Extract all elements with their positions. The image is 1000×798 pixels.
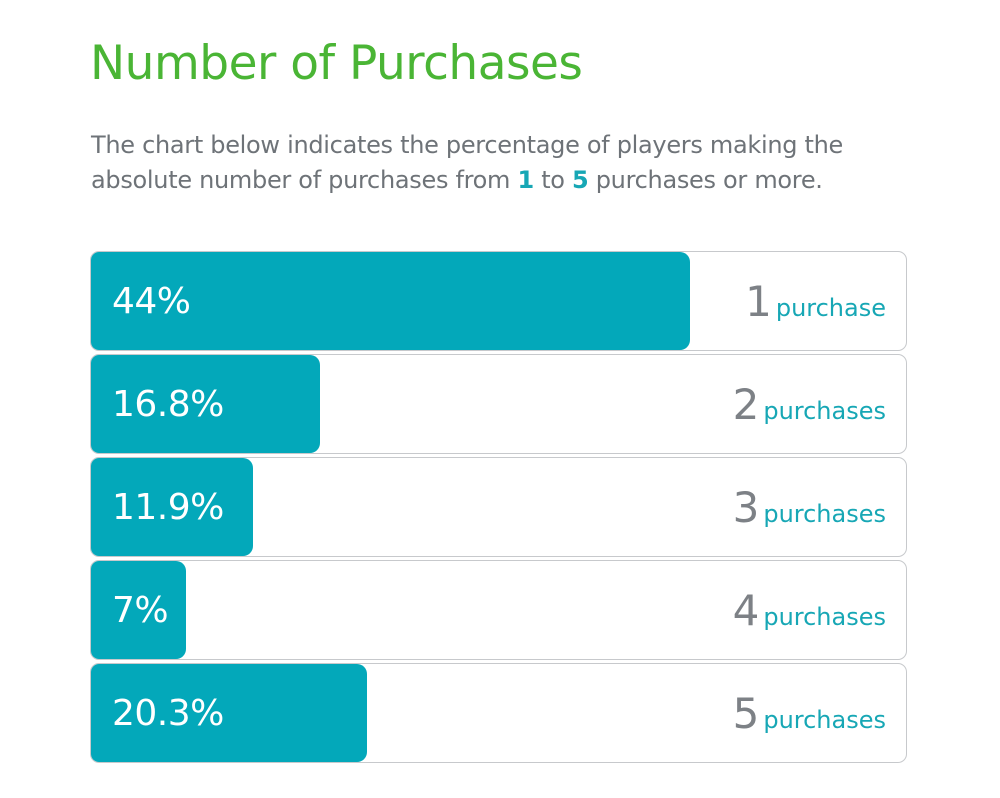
bar-value-label: 11.9%: [112, 487, 224, 528]
category-unit: purchases: [763, 706, 886, 734]
category-number: 1: [745, 277, 772, 326]
bar-2: [91, 355, 320, 453]
description-text: The chart below indicates the percentage…: [91, 131, 844, 194]
bar-row-3: 11.9% 3 purchases: [90, 457, 907, 557]
category-number: 5: [732, 689, 760, 738]
category-label: 3 purchases: [733, 483, 886, 542]
bar-3: [91, 458, 253, 556]
category-unit: purchases: [763, 603, 886, 631]
purchases-bar-chart: 44% 1 purchase 16.8% 2 purchases 11.9% 3 purchas…: [90, 251, 907, 763]
bar-value-label: 20.3%: [112, 693, 224, 734]
bar-row-1: 44% 1 purchase: [90, 251, 907, 351]
category-unit: purchase: [775, 294, 886, 322]
bar-1: [91, 252, 690, 350]
description-text-end: purchases or more.: [588, 166, 823, 194]
bar-value-label: 16.8%: [112, 384, 224, 425]
description-range-start: 1: [517, 166, 534, 194]
category-label: 4 purchases: [733, 586, 886, 645]
category-number: 2: [732, 380, 760, 429]
bar-row-4: 7% 4 purchases: [90, 560, 907, 660]
category-unit: purchases: [763, 500, 886, 528]
category-number: 4: [732, 586, 760, 635]
bar-value-label: 44%: [112, 281, 191, 322]
category-label: 2 purchases: [733, 380, 886, 439]
category-label: 5 purchases: [733, 689, 886, 748]
chart-title: Number of Purchases: [90, 36, 583, 91]
bar-value-label: 7%: [112, 590, 169, 631]
description-text-mid: to: [533, 166, 573, 194]
description-range-end: 5: [572, 166, 589, 194]
category-label: 1 purchase: [745, 277, 886, 336]
bar-row-2: 16.8% 2 purchases: [90, 354, 907, 454]
bar-5: [91, 664, 367, 762]
bar-row-5: 20.3% 5 purchases: [90, 663, 907, 763]
category-number: 3: [732, 483, 760, 532]
chart-description: The chart below indicates the percentage…: [91, 128, 911, 198]
category-unit: purchases: [763, 397, 886, 425]
bar-4: [91, 561, 186, 659]
